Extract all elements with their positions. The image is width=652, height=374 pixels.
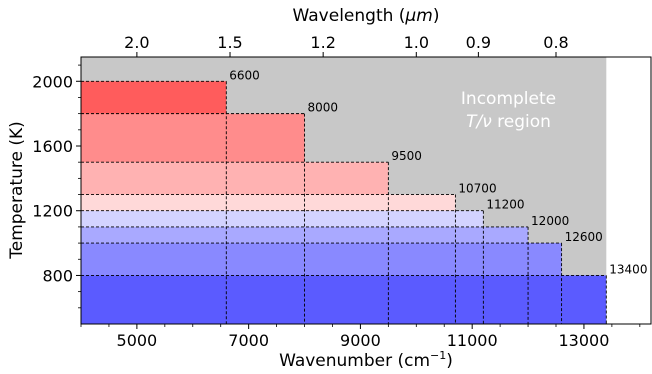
band-6 (81, 113, 305, 163)
corner-label: 9500 (391, 149, 422, 163)
corner-label: 6600 (229, 68, 260, 82)
x-axis-title-text: Wavenumber (cm (279, 351, 430, 371)
x-tick-label: 7000 (228, 331, 269, 350)
corner-label: 8000 (308, 101, 339, 115)
x-tick-label: 9000 (340, 331, 381, 350)
x-tick-label: 11000 (447, 331, 498, 350)
x-axis-title-end: ) (446, 351, 453, 371)
band-3 (81, 210, 484, 227)
y-tick-label: 2000 (32, 72, 73, 91)
y-tick-label: 1200 (32, 202, 73, 221)
incomplete-region-label-italic: T/ν (466, 112, 492, 132)
plot-frame (80, 56, 652, 325)
top-tick-label: 2.0 (124, 33, 149, 52)
incomplete-region-label-line2: T/ν region (466, 112, 551, 132)
top-axis-title-end: ) (433, 6, 440, 26)
corner-label: 12000 (531, 214, 569, 228)
x-axis-title-superscript: −1 (430, 349, 446, 362)
y-tick-label: 800 (42, 266, 73, 285)
x-axis-title: Wavenumber (cm−1) (279, 349, 453, 371)
band-0 (81, 275, 607, 324)
corner-label: 10700 (458, 182, 496, 196)
top-tick-label: 1.2 (310, 33, 335, 52)
corner-label: 12600 (565, 230, 603, 244)
band-7 (81, 81, 227, 114)
band-1 (81, 243, 562, 276)
top-tick-label: 0.9 (466, 33, 491, 52)
top-axis-title-unit: μm (404, 6, 432, 26)
incomplete-region-label-line1: Incomplete (461, 89, 556, 109)
x-tick-label: 13000 (558, 331, 609, 350)
top-tick-label: 1.0 (404, 33, 429, 52)
band-5 (81, 162, 389, 195)
corner-label: 11200 (486, 198, 524, 212)
y-tick-label: 1600 (32, 137, 73, 156)
top-axis-title: Wavelength (μm) (293, 6, 440, 26)
incomplete-region-label-rest: region (492, 112, 551, 132)
top-axis-title-text: Wavelength ( (293, 6, 406, 26)
x-tick-label: 5000 (117, 331, 158, 350)
top-tick-label: 0.8 (543, 33, 568, 52)
top-tick-label: 1.5 (217, 33, 242, 52)
y-axis-title: Temperature (K) (7, 121, 27, 260)
corner-label: 13400 (609, 262, 647, 276)
band-4 (81, 194, 456, 211)
